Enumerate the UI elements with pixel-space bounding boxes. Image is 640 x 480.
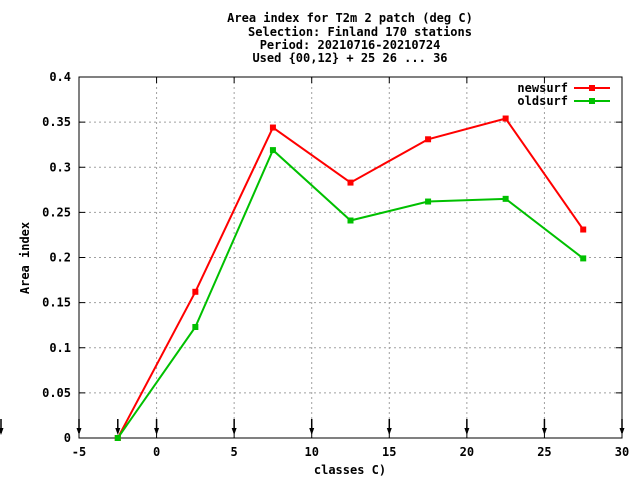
y-tick-label: 0.25 <box>42 205 71 219</box>
legend-label-newsurf: newsurf <box>517 81 568 95</box>
axis-ticks: -5 0 5 10 15 20 25 3000.050.10.150.20.250.30.35… <box>42 70 629 459</box>
data-point-newsurf <box>192 288 199 295</box>
baseline-arrow-head <box>619 428 625 435</box>
data-point-oldsurf <box>347 217 354 224</box>
title-line-4: Used {00,12} + 25 26 ... 36 <box>252 51 447 65</box>
title-line-2: Selection: Finland 170 stations <box>248 25 472 39</box>
x-tick-label: 0 <box>153 445 160 459</box>
y-tick-label: 0.35 <box>42 115 71 129</box>
y-tick-label: 0.2 <box>49 251 71 265</box>
data-point-oldsurf <box>114 435 121 441</box>
title-line-1: Area index for T2m 2 patch (deg C) <box>227 11 473 25</box>
baseline-arrow-head <box>76 428 82 435</box>
baseline-arrow-head <box>541 428 547 435</box>
y-tick-label: 0.1 <box>49 341 71 355</box>
data-point-newsurf <box>269 124 276 131</box>
baseline-arrow-head <box>309 428 315 435</box>
data-point-newsurf <box>580 226 587 233</box>
title-line-3: Period: 20210716-20210724 <box>260 38 441 52</box>
data-point-newsurf <box>425 136 432 143</box>
series-line-newsurf <box>116 117 585 439</box>
chart-title: Area index for T2m 2 patch (deg C) Selec… <box>227 11 473 65</box>
x-tick-label: 20 <box>460 445 474 459</box>
baseline-arrow-head <box>0 428 4 435</box>
data-point-oldsurf <box>269 147 276 154</box>
x-axis-label: classes C) <box>314 463 386 477</box>
baseline-arrow-head <box>115 428 121 435</box>
data-point-oldsurf <box>580 255 587 262</box>
x-tick-label: -5 <box>72 445 86 459</box>
y-tick-label: 0 <box>64 431 71 445</box>
y-tick-label: 0.4 <box>49 70 71 84</box>
baseline-arrow-head <box>231 428 237 435</box>
data-point-oldsurf <box>192 323 199 330</box>
x-tick-label: 5 <box>231 445 238 459</box>
arrow-markers <box>0 419 625 435</box>
x-tick-label: 30 <box>615 445 629 459</box>
legend-label-oldsurf: oldsurf <box>517 94 568 108</box>
y-tick-label: 0.15 <box>42 296 71 310</box>
y-tick-label: 0.05 <box>42 386 71 400</box>
data-point-oldsurf <box>425 198 432 205</box>
x-tick-label: 15 <box>382 445 396 459</box>
baseline-arrow-head <box>154 428 160 435</box>
x-tick-label: 25 <box>537 445 551 459</box>
grid <box>79 77 622 438</box>
legend-marker-oldsurf <box>589 98 595 104</box>
data-point-newsurf <box>502 115 509 122</box>
data-point-oldsurf <box>502 195 509 202</box>
series-group <box>114 115 587 441</box>
baseline-arrow-head <box>464 428 470 435</box>
y-axis-label: Area index <box>18 222 32 294</box>
y-tick-label: 0.3 <box>49 160 71 174</box>
data-point-newsurf <box>347 179 354 186</box>
baseline-arrow-head <box>386 428 392 435</box>
series-line-oldsurf <box>116 148 584 439</box>
x-tick-label: 10 <box>304 445 318 459</box>
legend-marker-newsurf <box>589 85 595 91</box>
